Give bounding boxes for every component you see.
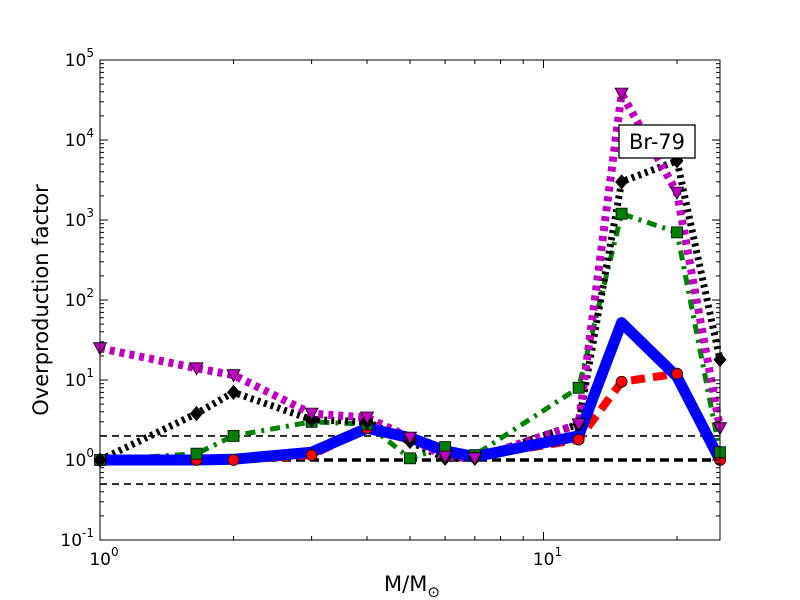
x-axis-title: M/M⊙ bbox=[384, 572, 440, 600]
y-tick-label-0-exponent: -1 bbox=[82, 526, 94, 540]
series-2-marker-8 bbox=[572, 381, 585, 394]
series-0-marker-2 bbox=[227, 454, 240, 466]
y-tick-label-5-exponent: 4 bbox=[86, 126, 94, 140]
x-tick-label-0: 100 bbox=[89, 545, 118, 570]
tick-layer bbox=[99, 59, 720, 541]
series-4-marker-4 bbox=[359, 411, 375, 425]
series-0-marker-9 bbox=[615, 375, 628, 388]
y-tick-label-4-exponent: 3 bbox=[86, 206, 94, 220]
series-0-marker-10 bbox=[671, 367, 683, 380]
y-tick-label-6: 105 bbox=[65, 46, 94, 71]
x-tick-label-0-base: 10 bbox=[89, 550, 111, 570]
series-2-marker-2 bbox=[227, 430, 240, 442]
y-tick-label-2-exponent: 1 bbox=[86, 366, 94, 380]
series-2-marker-5 bbox=[404, 452, 416, 465]
x-tick-label-1-exponent: 1 bbox=[555, 545, 563, 559]
y-tick-label-6-exponent: 5 bbox=[86, 46, 94, 60]
annotation-frame bbox=[618, 124, 696, 159]
series-line-3 bbox=[98, 157, 724, 464]
y-tick-label-0: 10-1 bbox=[60, 526, 94, 551]
series-2-marker-9 bbox=[615, 207, 628, 220]
x-axis-title-subscript: ⊙ bbox=[427, 583, 440, 600]
y-tick-label-2-base: 10 bbox=[65, 371, 87, 391]
series-4-marker-1 bbox=[189, 362, 204, 376]
series-2-marker-10 bbox=[671, 226, 683, 239]
y-tick-label-4: 103 bbox=[65, 206, 94, 231]
series-4-marker-9 bbox=[614, 87, 629, 101]
y-tick-label-5: 104 bbox=[65, 126, 94, 151]
x-tick-label-1: 101 bbox=[533, 545, 562, 570]
series-3-marker-9 bbox=[615, 174, 629, 190]
y-tick-label-3-base: 10 bbox=[65, 291, 87, 311]
annotation-label: Br-79 bbox=[629, 130, 685, 154]
y-tick-label-1-base: 10 bbox=[65, 451, 87, 471]
y-axis-title: Overproduction factor bbox=[29, 184, 53, 416]
y-tick-label-1: 100 bbox=[65, 446, 94, 471]
y-tick-label-4-base: 10 bbox=[65, 211, 87, 231]
series-4-marker-2 bbox=[226, 369, 241, 383]
y-tick-label-3: 102 bbox=[65, 286, 94, 311]
series-4-marker-3 bbox=[304, 407, 319, 421]
x-tick-label-1-base: 10 bbox=[533, 550, 555, 570]
y-tick-label-1-exponent: 0 bbox=[86, 446, 94, 460]
series-4-marker-6 bbox=[437, 450, 453, 465]
y-tick-label-5-base: 10 bbox=[65, 131, 87, 151]
series-line-1 bbox=[94, 317, 726, 466]
series-layer bbox=[94, 89, 726, 466]
y-tick-label-2: 101 bbox=[65, 366, 94, 391]
annotation-box: Br-79 bbox=[618, 124, 696, 159]
y-tick-label-6-base: 10 bbox=[65, 51, 87, 71]
series-2-marker-1 bbox=[190, 447, 203, 460]
series-3-marker-2 bbox=[226, 384, 241, 401]
series-4-marker-5 bbox=[402, 431, 418, 446]
series-3-marker-1 bbox=[189, 406, 203, 422]
series-4-marker-7 bbox=[467, 452, 482, 466]
series-line-2 bbox=[99, 211, 723, 463]
y-tick-label-0-base: 10 bbox=[60, 531, 82, 551]
x-tick-label-0-exponent: 0 bbox=[111, 545, 119, 559]
series-4-marker-8 bbox=[571, 418, 586, 432]
series-4-marker-10 bbox=[669, 186, 685, 200]
series-0-marker-3 bbox=[305, 449, 318, 462]
y-tick-label-3-exponent: 2 bbox=[86, 286, 94, 300]
series-0-marker-8 bbox=[572, 433, 585, 446]
